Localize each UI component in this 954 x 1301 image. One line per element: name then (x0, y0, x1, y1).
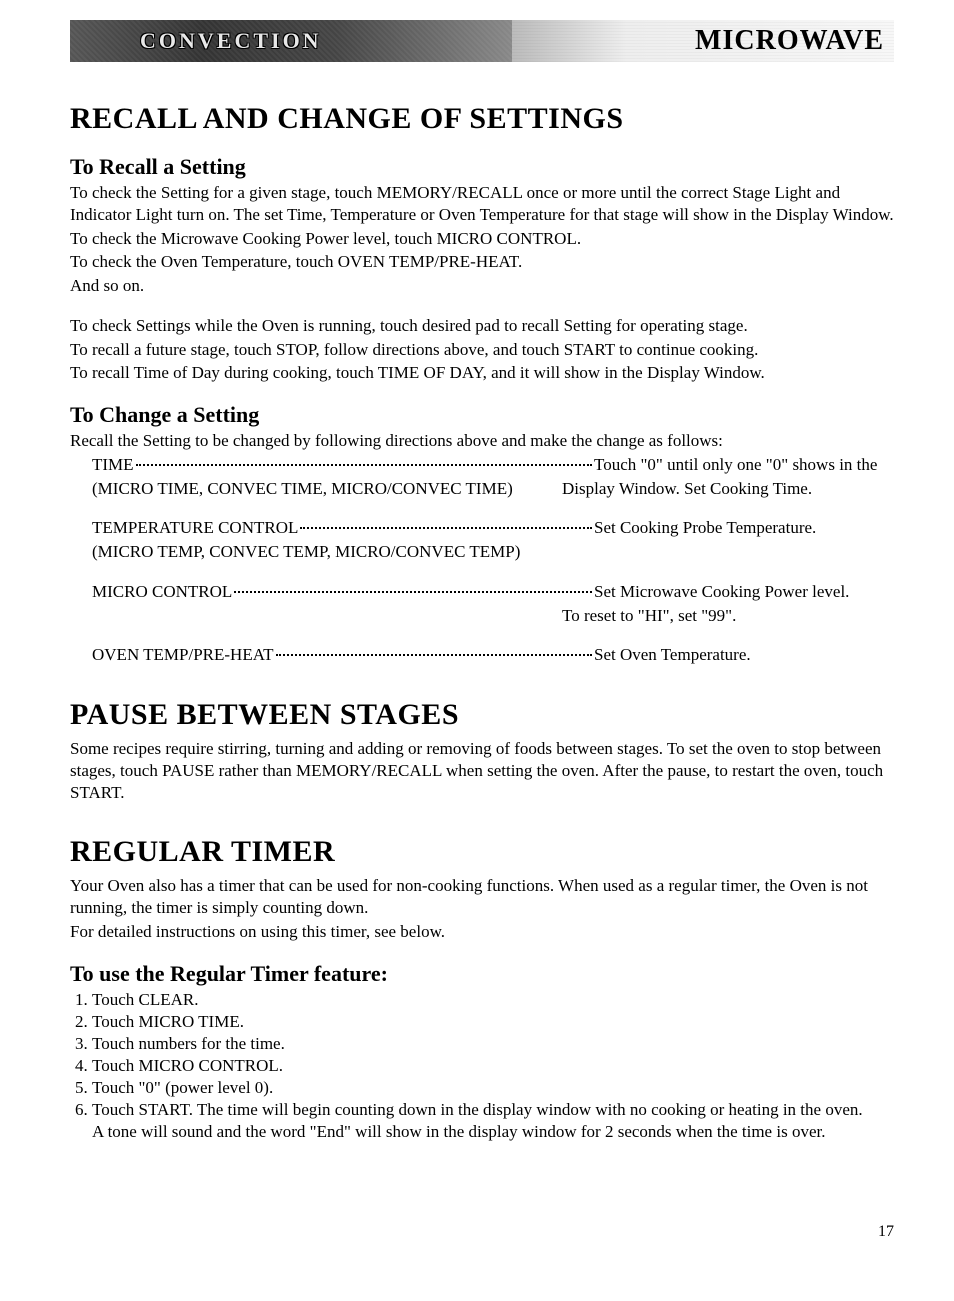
banner-right: MICROWAVE (512, 20, 894, 62)
timer-sub-heading: To use the Regular Timer feature: (70, 961, 894, 987)
banner-right-text: MICROWAVE (695, 25, 884, 57)
recall-p3: To check the Oven Temperature, touch OVE… (70, 251, 894, 273)
row-oven: OVEN TEMP/PRE-HEAT Set Oven Temperature. (92, 644, 894, 666)
row-temp-right: Set Cooking Probe Temperature. (594, 518, 816, 537)
row-time-sub-left: (MICRO TIME, CONVEC TIME, MICRO/CONVEC T… (92, 478, 562, 500)
recall-p4: And so on. (70, 275, 894, 297)
row-micro-sub: To reset to "HI", set "99". (92, 605, 894, 627)
recall-p1: To check the Setting for a given stage, … (70, 182, 894, 226)
change-heading: To Change a Setting (70, 402, 894, 428)
section-timer-title: REGULAR TIMER (70, 835, 894, 869)
timer-step-1: Touch CLEAR. (92, 989, 894, 1011)
dot-leader (300, 527, 592, 529)
row-temp-label: TEMPERATURE CONTROL (92, 517, 298, 539)
row-micro-sub-right: To reset to "HI", set "99". (562, 605, 894, 627)
timer-step-6b: A tone will sound and the word "End" wil… (92, 1121, 894, 1143)
row-oven-label: OVEN TEMP/PRE-HEAT (92, 644, 274, 666)
timer-intro2: For detailed instructions on using this … (70, 921, 894, 943)
row-temp: TEMPERATURE CONTROL Set Cooking Probe Te… (92, 517, 894, 539)
dot-leader (136, 464, 592, 466)
recall-p2: To check the Microwave Cooking Power lev… (70, 228, 894, 250)
banner-left: CONVECTION (70, 20, 512, 62)
recall-p6: To recall a future stage, touch STOP, fo… (70, 339, 894, 361)
row-time: TIME Touch "0" until only one "0" shows … (92, 454, 894, 476)
timer-step-5: Touch "0" (power level 0). (92, 1077, 894, 1099)
section-pause-title: PAUSE BETWEEN STAGES (70, 698, 894, 732)
dot-leader (276, 654, 593, 656)
timer-intro1: Your Oven also has a timer that can be u… (70, 875, 894, 919)
row-time-sub-right: Display Window. Set Cooking Time. (562, 478, 894, 500)
timer-step-2: Touch MICRO TIME. (92, 1011, 894, 1033)
row-oven-right: Set Oven Temperature. (594, 645, 751, 664)
header-banner: CONVECTION MICROWAVE (70, 20, 894, 62)
timer-step-6: Touch START. The time will begin countin… (92, 1099, 894, 1143)
row-temp-sub: (MICRO TEMP, CONVEC TEMP, MICRO/CONVEC T… (92, 541, 894, 563)
section-recall-title: RECALL AND CHANGE OF SETTINGS (70, 102, 894, 136)
row-temp-sub-left: (MICRO TEMP, CONVEC TEMP, MICRO/CONVEC T… (92, 541, 562, 563)
recall-heading: To Recall a Setting (70, 154, 894, 180)
recall-p7: To recall Time of Day during cooking, to… (70, 362, 894, 384)
row-time-label: TIME (92, 454, 134, 476)
banner-left-text: CONVECTION (140, 28, 322, 54)
row-micro: MICRO CONTROL Set Microwave Cooking Powe… (92, 581, 894, 603)
row-micro-label: MICRO CONTROL (92, 581, 232, 603)
pause-body: Some recipes require stirring, turning a… (70, 738, 894, 803)
row-time-sub: (MICRO TIME, CONVEC TIME, MICRO/CONVEC T… (92, 478, 894, 500)
row-micro-right: Set Microwave Cooking Power level. (594, 582, 849, 601)
dot-leader (234, 591, 592, 593)
timer-step-6a: Touch START. The time will begin countin… (92, 1099, 894, 1121)
timer-step-3: Touch numbers for the time. (92, 1033, 894, 1055)
timer-steps: Touch CLEAR. Touch MICRO TIME. Touch num… (70, 989, 894, 1144)
row-time-right: Touch "0" until only one "0" shows in th… (594, 455, 877, 474)
timer-step-4: Touch MICRO CONTROL. (92, 1055, 894, 1077)
page-number: 17 (70, 1223, 894, 1241)
change-intro: Recall the Setting to be changed by foll… (70, 430, 894, 452)
recall-p5: To check Settings while the Oven is runn… (70, 315, 894, 337)
change-rows: TIME Touch "0" until only one "0" shows … (92, 454, 894, 666)
